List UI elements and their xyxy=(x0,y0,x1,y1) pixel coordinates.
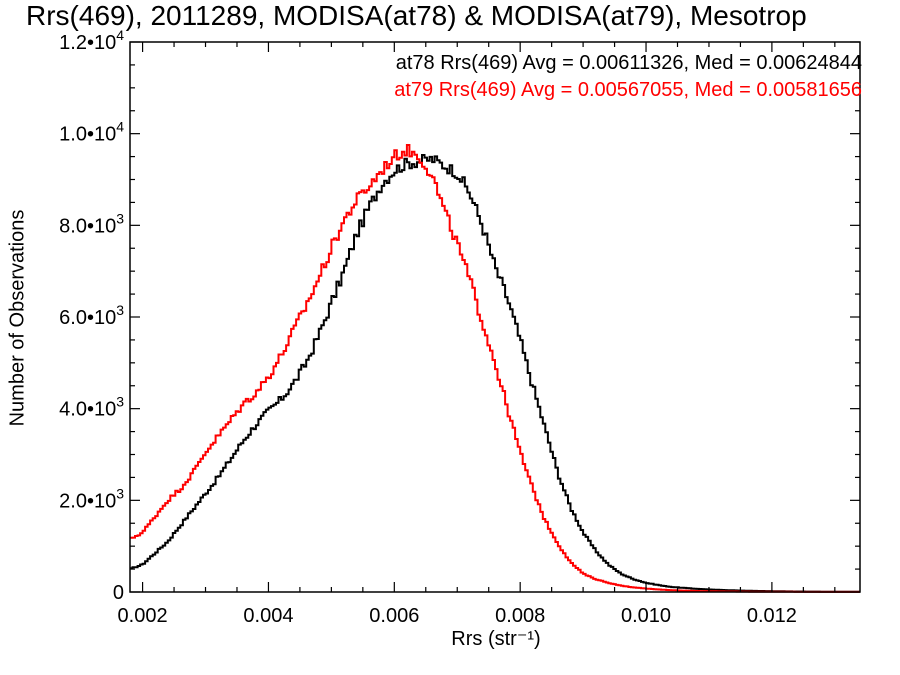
y-tick-label: 0 xyxy=(113,582,124,604)
y-tick-label: 2.0•103 xyxy=(59,485,124,512)
legend: at78 Rrs(469) Avg = 0.00611326, Med = 0.… xyxy=(394,52,862,101)
x-tick-label: 0.008 xyxy=(495,605,545,627)
chart-title: Rrs(469), 2011289, MODISA(at78) & MODISA… xyxy=(26,0,807,31)
x-axis-label: Rrs (str⁻¹) xyxy=(451,628,541,650)
series-line-at78 xyxy=(130,154,860,593)
x-tick-label: 0.010 xyxy=(621,605,671,627)
y-tick-label: 6.0•103 xyxy=(59,302,124,329)
y-tick-label: 1.0•104 xyxy=(59,119,124,146)
y-tick-label: 1.2•104 xyxy=(59,27,124,54)
axis-layer: 0.002 0.004 0.006 0.008 0.010 0.012 0 2.0•103 4.… xyxy=(59,27,860,627)
x-tick-label: 0.012 xyxy=(747,605,797,627)
series-line-at79 xyxy=(130,144,860,593)
y-tick-label: 4.0•103 xyxy=(59,394,124,421)
plot-frame xyxy=(129,41,861,593)
legend-entry-at78: at78 Rrs(469) Avg = 0.00611326, Med = 0.… xyxy=(396,52,862,74)
x-tick-label: 0.006 xyxy=(369,605,419,627)
series-layer xyxy=(130,144,860,593)
y-axis-label: Number of Observations xyxy=(6,209,29,427)
y-tick-label: 8.0•103 xyxy=(59,210,124,237)
x-tick-label: 0.004 xyxy=(243,605,293,627)
x-tick-label: 0.002 xyxy=(118,605,168,627)
legend-entry-at79: at79 Rrs(469) Avg = 0.00567055, Med = 0.… xyxy=(394,79,862,101)
